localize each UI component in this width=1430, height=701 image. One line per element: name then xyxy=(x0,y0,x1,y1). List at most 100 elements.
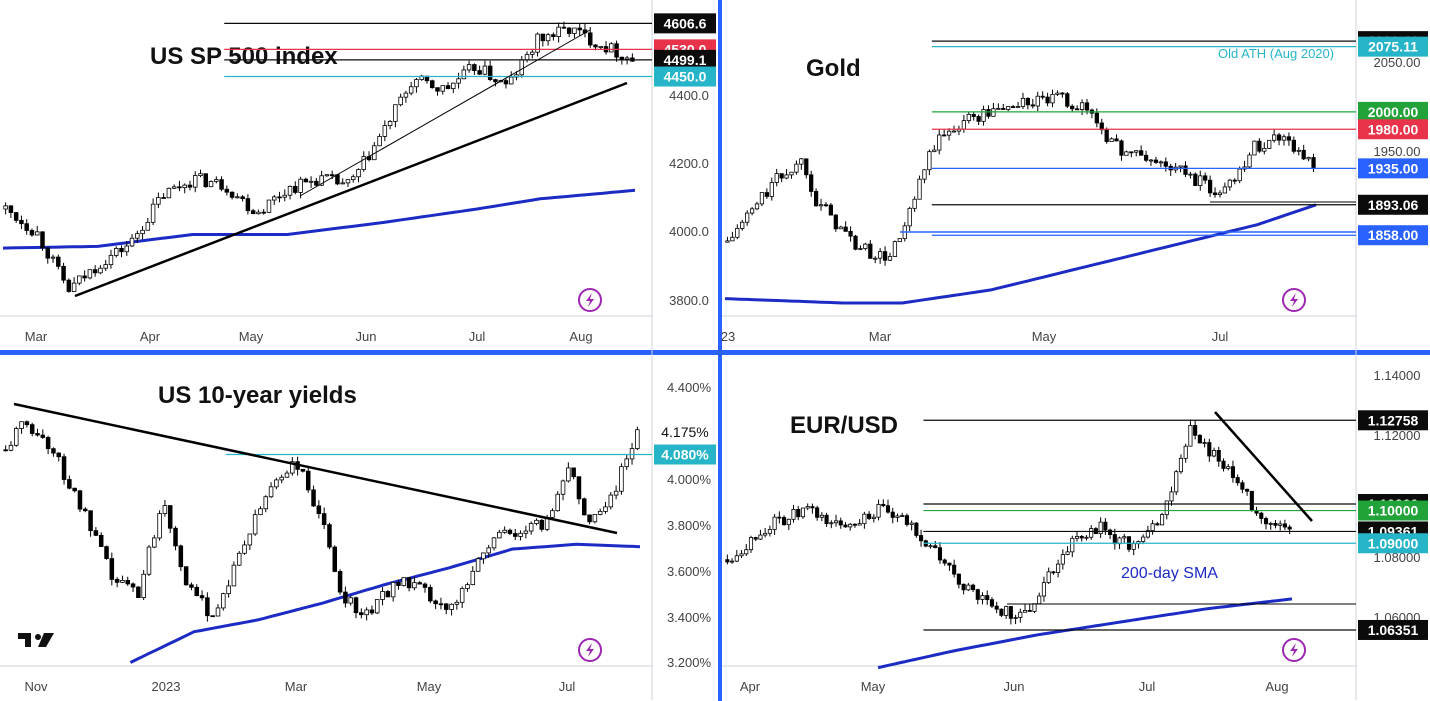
gold-candle-body xyxy=(1291,139,1296,152)
gold-candle-body xyxy=(1020,97,1026,107)
eurusd-candle-body xyxy=(1022,610,1028,613)
us10y-candle-body xyxy=(152,537,157,548)
spx-price-tag-label: 4450.0 xyxy=(664,69,707,85)
us10y-candle-body xyxy=(571,467,576,478)
eurusd-candle-body xyxy=(1216,450,1221,462)
spx-candle-body xyxy=(451,82,456,90)
us10y-candle-body xyxy=(597,511,603,515)
eurusd-candle-body xyxy=(838,520,843,526)
gold-candle-body xyxy=(868,243,873,259)
eurusd-candle-body xyxy=(966,584,971,591)
us10y-candle-body xyxy=(619,466,624,492)
spx-y-tick-label: 4200.0 xyxy=(669,156,709,171)
gold-candle-body xyxy=(937,134,942,151)
spx-candle-body xyxy=(98,267,103,274)
gold-candle-body xyxy=(828,204,834,216)
spx-candle-body xyxy=(282,194,288,198)
eurusd-candle-body xyxy=(753,537,758,540)
spx-x-tick-label: May xyxy=(239,329,264,344)
us10y-candle-body xyxy=(215,607,221,617)
us10y-y-tick-label: 3.400% xyxy=(667,610,712,625)
eurusd-trendline xyxy=(1214,411,1313,522)
spx-candle-body xyxy=(293,185,298,193)
spx-candle-body xyxy=(61,265,66,281)
spx-candle-body xyxy=(171,186,177,189)
spx-x-tick-label: Jul xyxy=(469,329,486,344)
eurusd-candle-body xyxy=(1226,466,1231,469)
spx-candle-body xyxy=(40,231,45,249)
gold-candle-body xyxy=(1301,149,1306,160)
eurusd-candle-body xyxy=(961,583,966,591)
gold-candle-body xyxy=(1276,134,1282,141)
spx-candle-body xyxy=(440,85,446,92)
old-ath-annotation: Old ATH (Aug 2020) xyxy=(1218,46,1334,61)
us10y-candle-body xyxy=(353,597,359,614)
eurusd-candle-body xyxy=(1032,603,1037,612)
us10y-candle-body xyxy=(465,584,470,589)
eurusd-title: EUR/USD xyxy=(790,412,898,439)
spx-candle-body xyxy=(393,104,398,122)
us10y-candle-body xyxy=(443,603,449,610)
spx-candle-body xyxy=(609,43,614,53)
eurusd-candle-body xyxy=(1197,434,1202,444)
eurusd-candle-body xyxy=(1008,606,1013,619)
gold-candle-body xyxy=(843,226,848,232)
gold-candle-body xyxy=(996,107,1001,110)
eurusd-candle-body xyxy=(900,515,905,518)
us10y-candle-body xyxy=(635,429,640,449)
us10y-candle-body xyxy=(284,472,290,478)
eurusd-candle-body xyxy=(1051,571,1056,574)
eurusd-candle-body xyxy=(829,522,834,525)
gold-candle-body xyxy=(730,236,735,242)
gold-y-tick-label: 2050.00 xyxy=(1374,55,1421,70)
us10y-candle-body xyxy=(167,505,173,529)
eurusd-candle-body xyxy=(1145,530,1150,538)
us10y-candle-body xyxy=(332,546,338,572)
eurusd-candle-body xyxy=(1084,536,1089,539)
us10y-candle-body xyxy=(491,537,497,549)
us10y-candle-body xyxy=(316,505,322,515)
eurusd-candles xyxy=(725,419,1292,625)
us10y-candle-body xyxy=(518,532,523,537)
eurusd-candle-body xyxy=(1122,536,1127,539)
gold-candle-body xyxy=(833,214,838,230)
gold-candle-body xyxy=(951,130,957,133)
spx-candle-body xyxy=(13,212,19,221)
us10y-candle-body xyxy=(475,558,481,572)
spx-candle-body xyxy=(361,156,367,170)
eurusd-candle-body xyxy=(1013,617,1018,619)
us10y-candle-body xyxy=(45,437,51,450)
eurusd-candle-body xyxy=(928,545,933,548)
spx-candle-body xyxy=(135,233,140,239)
eurusd-candle-body xyxy=(852,523,857,526)
eurusd-drawing: Apr May Jun Jul Aug 1.14000 1.12000 1.08000 1.06… xyxy=(722,348,1428,700)
spx-panel: US SP 500 index xyxy=(150,43,338,70)
spx-candle-body xyxy=(8,205,14,213)
gold-candle-body xyxy=(976,116,981,122)
eurusd-candle-body xyxy=(975,589,980,600)
gold-candle-body xyxy=(912,198,917,209)
us10y-candle-body xyxy=(587,514,592,523)
spx-candle-body xyxy=(556,26,561,37)
us10y-candle-body xyxy=(327,524,332,548)
gold-candle-body xyxy=(774,173,779,183)
spx-candle-body xyxy=(87,269,93,279)
spx-x-tick-label: Aug xyxy=(569,329,592,344)
gold-candle-body xyxy=(1109,138,1114,142)
eurusd-candle-body xyxy=(999,608,1004,616)
gold-candle-body xyxy=(917,178,922,200)
eurusd-candle-body xyxy=(1056,563,1061,573)
gold-candle-body xyxy=(804,158,809,176)
us10y-title: US 10-year yields xyxy=(158,382,357,409)
spx-candle-body xyxy=(303,178,309,183)
spx-candle-body xyxy=(298,178,303,193)
us10y-candle-body xyxy=(104,546,109,559)
gold-candle-body xyxy=(745,212,750,223)
eurusd-candle-body xyxy=(914,522,919,536)
us10y-candle-body xyxy=(162,505,168,514)
us10y-candle-body xyxy=(401,577,407,586)
us10y-candle-body xyxy=(8,444,14,451)
gold-candle-body xyxy=(735,228,740,238)
us10y-candle-body xyxy=(189,584,194,588)
